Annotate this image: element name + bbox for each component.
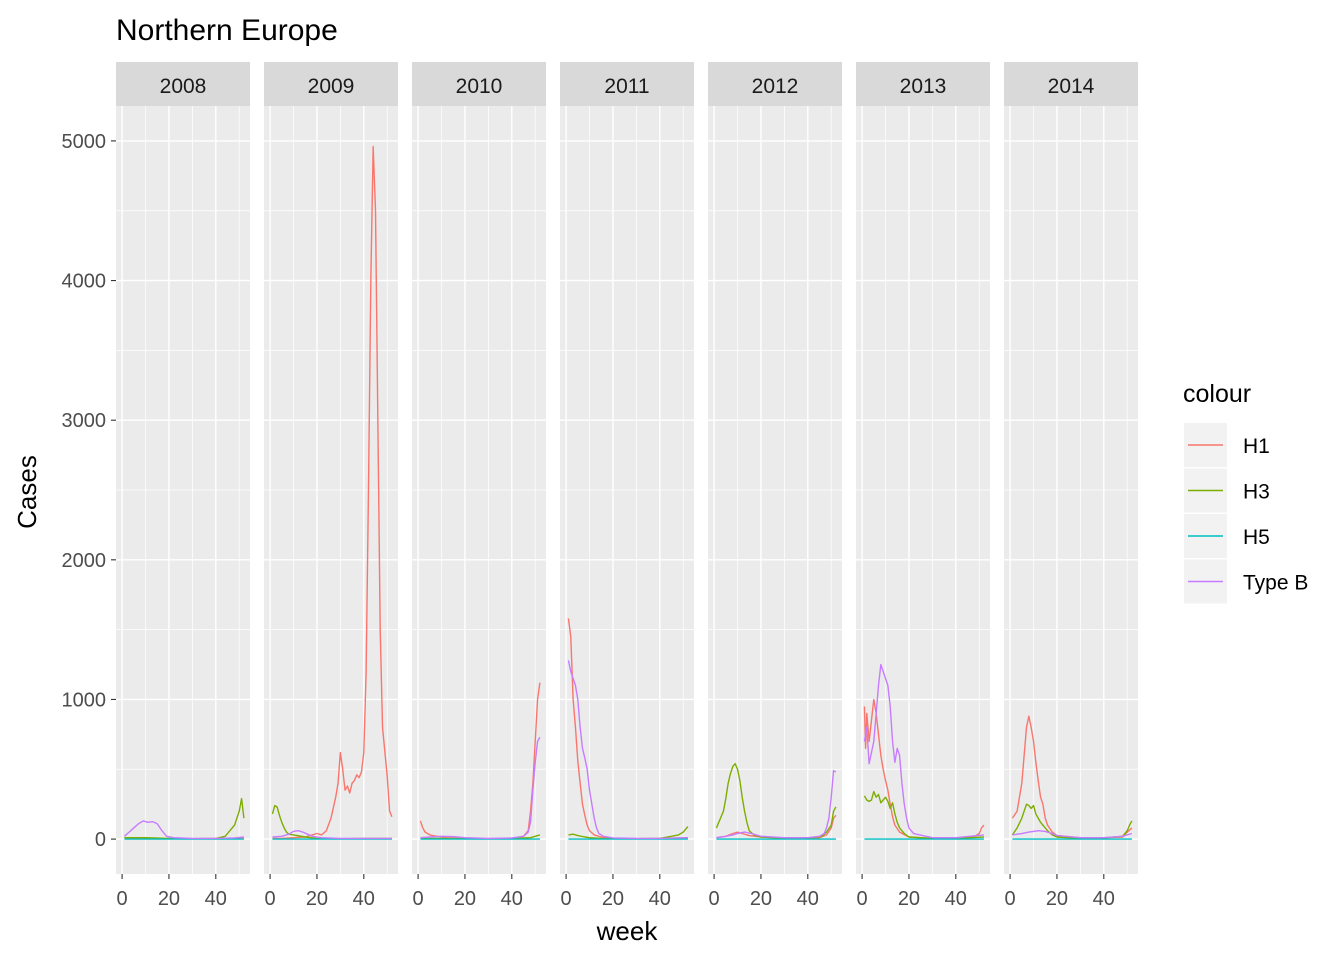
series-line-h1-2009 bbox=[272, 145, 393, 840]
facet-strip bbox=[116, 62, 250, 106]
x-tick-label: 0 bbox=[117, 888, 128, 910]
facet-strip-label: 2012 bbox=[752, 75, 799, 98]
x-tick-label: 20 bbox=[898, 888, 920, 910]
legend: colour H1 H3 H5 Type B bbox=[1183, 380, 1308, 604]
facet-strip-label: 2008 bbox=[160, 75, 207, 98]
legend-item-h1: H1 bbox=[1184, 423, 1270, 467]
chart-title: Northern Europe bbox=[116, 14, 338, 47]
facet-strip bbox=[708, 62, 842, 106]
facet-strip bbox=[1004, 62, 1138, 106]
y-axis-title: Cases bbox=[12, 455, 42, 529]
x-tick-label: 20 bbox=[1046, 888, 1068, 910]
x-tick-label: 40 bbox=[945, 888, 967, 910]
series-line-h3-2008 bbox=[124, 797, 245, 840]
facet-strip bbox=[560, 62, 694, 106]
facet-strip-label: 2013 bbox=[900, 75, 947, 98]
x-tick-label: 0 bbox=[561, 888, 572, 910]
x-tick-label: 40 bbox=[649, 888, 671, 910]
x-tick-label: 40 bbox=[353, 888, 375, 910]
facet-strip bbox=[264, 62, 398, 106]
facet-strip-label: 2014 bbox=[1048, 75, 1095, 98]
series-line-type-b-2014 bbox=[1012, 830, 1133, 839]
x-tick-label: 20 bbox=[750, 888, 772, 910]
y-tick-label: 3000 bbox=[62, 410, 107, 432]
legend-item-h5: H5 bbox=[1184, 514, 1270, 558]
x-tick-label: 40 bbox=[1093, 888, 1115, 910]
y-tick-label: 4000 bbox=[62, 271, 107, 293]
x-tick-label: 40 bbox=[797, 888, 819, 910]
series-line-type-b-2013 bbox=[863, 663, 984, 839]
y-tick-label: 5000 bbox=[62, 131, 107, 153]
x-tick-label: 40 bbox=[501, 888, 523, 910]
x-tick-label: 20 bbox=[306, 888, 328, 910]
legend-item-h3: H3 bbox=[1184, 468, 1270, 513]
legend-title: colour bbox=[1183, 380, 1251, 408]
facet-panel-2009: 2009 0 20 40 bbox=[264, 62, 398, 910]
x-tick-label: 40 bbox=[205, 888, 227, 910]
series-line-type-b-2008 bbox=[123, 820, 244, 840]
facet-strip-label: 2009 bbox=[308, 75, 355, 98]
facet-strip-label: 2011 bbox=[604, 75, 649, 98]
x-tick-label: 0 bbox=[413, 888, 424, 910]
facet-panel-2010: 2010 0 20 40 bbox=[412, 62, 546, 910]
y-tick-label: 0 bbox=[95, 829, 106, 851]
x-tick-label: 20 bbox=[158, 888, 180, 910]
facet-strip bbox=[412, 62, 546, 106]
series-line-h3-2013 bbox=[863, 790, 984, 840]
x-tick-label: 0 bbox=[857, 888, 868, 910]
legend-label: Type B bbox=[1243, 572, 1308, 595]
series-line-type-b-2012 bbox=[716, 769, 837, 839]
x-tick-label: 20 bbox=[454, 888, 476, 910]
legend-label: H3 bbox=[1243, 481, 1270, 504]
series-line-h3-2012 bbox=[715, 762, 837, 840]
facet-panel-2014: 2014 0 20 40 bbox=[1004, 62, 1138, 910]
x-tick-label: 20 bbox=[602, 888, 624, 910]
series-line-type-b-2010 bbox=[420, 736, 541, 840]
facet-panel-2012: 2012 0 20 40 bbox=[708, 62, 842, 910]
y-tick-label: 1000 bbox=[62, 689, 107, 711]
facet-strip-label: 2010 bbox=[456, 75, 503, 98]
x-tick-label: 0 bbox=[265, 888, 276, 910]
x-tick-label: 0 bbox=[709, 888, 720, 910]
facet-panel-2008: 2008 0 20 40 bbox=[116, 62, 250, 910]
facet-panel-2013: 2013 0 20 40 bbox=[856, 62, 990, 910]
facet-panel-2011: 2011 0 20 40 bbox=[560, 62, 694, 910]
y-tick-label: 2000 bbox=[62, 550, 107, 572]
x-axis-title: week bbox=[596, 916, 659, 946]
facet-strip bbox=[856, 62, 990, 106]
legend-item-type-b: Type B bbox=[1184, 559, 1308, 604]
legend-label: H1 bbox=[1243, 435, 1270, 458]
series-line-type-b-2011 bbox=[567, 660, 688, 840]
legend-label: H5 bbox=[1243, 526, 1270, 549]
series-line-type-b-2009 bbox=[272, 830, 392, 840]
x-tick-label: 0 bbox=[1005, 888, 1016, 910]
